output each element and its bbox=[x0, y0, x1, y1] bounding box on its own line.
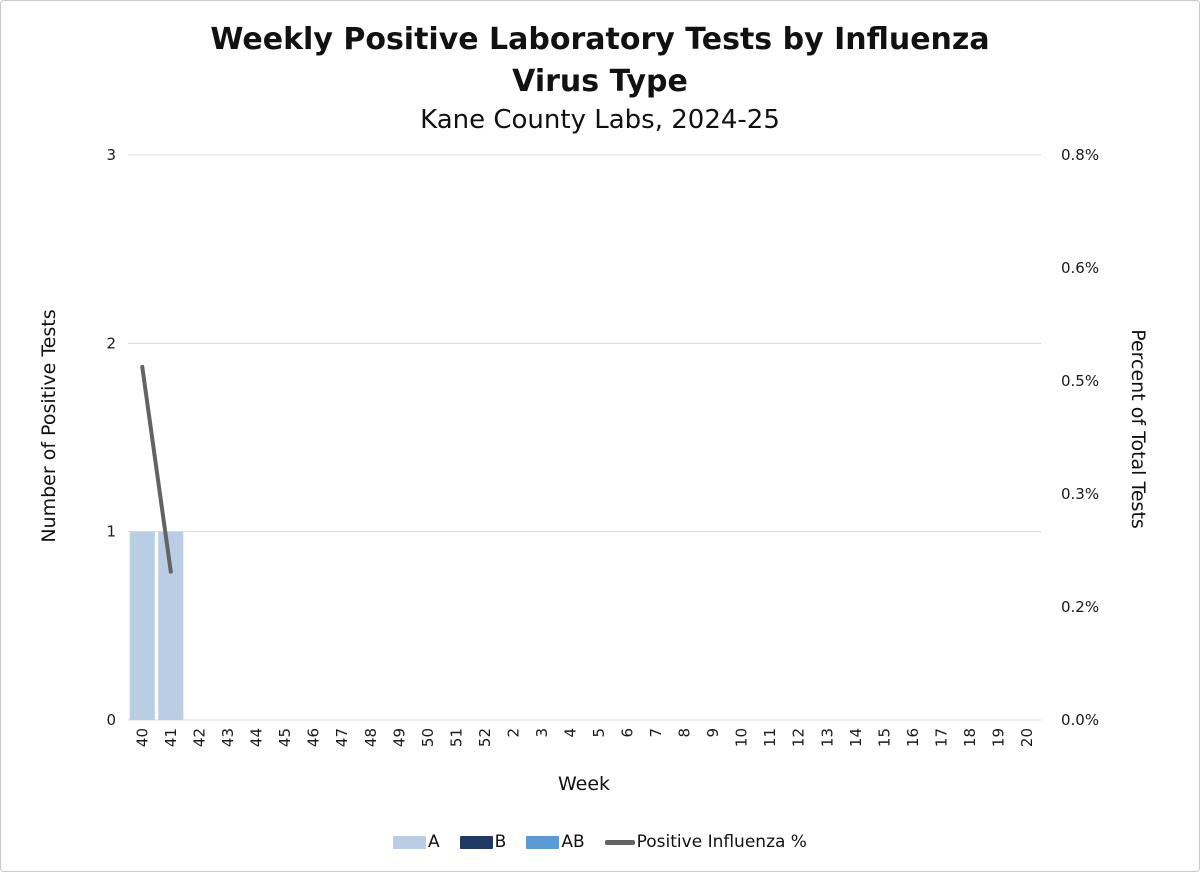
x-axis-tick-label: 12 bbox=[790, 728, 808, 747]
x-axis-tick-label: 43 bbox=[219, 728, 237, 747]
x-axis-tick-label: 19 bbox=[989, 728, 1007, 747]
x-axis-tick-label: 41 bbox=[162, 728, 180, 747]
left-axis-title: Number of Positive Tests bbox=[38, 309, 60, 543]
legend-color-swatch bbox=[526, 835, 560, 849]
left-axis-tick-label: 2 bbox=[106, 334, 116, 352]
x-axis-tick-label: 49 bbox=[390, 728, 408, 747]
x-axis-tick-label: 5 bbox=[590, 728, 608, 738]
right-axis-tick-label: 0.6% bbox=[1061, 259, 1099, 277]
x-axis-tick-label: 3 bbox=[533, 728, 551, 738]
left-axis-tick-label: 3 bbox=[106, 146, 116, 164]
legend-item-b: B bbox=[459, 832, 507, 852]
x-axis-tick-label: 16 bbox=[904, 728, 922, 747]
x-axis-tick-label: 6 bbox=[619, 728, 637, 738]
legend-label: B bbox=[494, 832, 507, 852]
chart-legend: A B AB Positive Influenza % bbox=[1, 832, 1199, 852]
x-axis-tick-label: 4 bbox=[561, 728, 579, 738]
x-axis-tick-label: 10 bbox=[733, 728, 751, 747]
x-axis-tick-label: 17 bbox=[932, 728, 950, 747]
x-axis-tick-label: 8 bbox=[676, 728, 694, 738]
legend-color-swatch bbox=[459, 835, 493, 849]
x-axis-tick-label: 47 bbox=[333, 728, 351, 747]
x-axis-tick-label: 51 bbox=[447, 728, 465, 747]
x-axis-tick-label: 20 bbox=[1018, 728, 1036, 747]
right-axis-tick-label: 0.5% bbox=[1061, 372, 1099, 390]
x-axis-tick-label: 7 bbox=[647, 728, 665, 738]
right-axis-tick-label: 0.3% bbox=[1061, 485, 1099, 503]
line-positive-influenza-pct bbox=[140, 364, 173, 574]
legend-item-positive-influenza-: Positive Influenza % bbox=[604, 832, 807, 852]
x-axis-tick-label: 13 bbox=[818, 728, 836, 747]
x-axis-tick-label: 44 bbox=[248, 728, 266, 747]
legend-label: Positive Influenza % bbox=[636, 832, 807, 852]
x-axis-tick-label: 46 bbox=[305, 728, 323, 747]
x-axis-tick-label: 50 bbox=[419, 728, 437, 747]
legend-line-swatch bbox=[604, 839, 635, 845]
x-axis-tick-label: 42 bbox=[191, 728, 209, 747]
legend-item-a: A bbox=[393, 832, 440, 852]
legend-label: AB bbox=[561, 832, 585, 852]
x-axis-tick-label: 11 bbox=[761, 728, 779, 747]
legend-color-swatch bbox=[393, 835, 427, 849]
x-axis-tick-label: 52 bbox=[476, 728, 494, 747]
chart-subtitle: Kane County Labs, 2024-25 bbox=[420, 105, 780, 135]
x-axis-tick-label: 40 bbox=[134, 728, 152, 747]
right-axis-tick-label: 0.8% bbox=[1061, 146, 1099, 164]
right-axis-tick-label: 0.2% bbox=[1061, 598, 1099, 616]
x-axis-tick-label: 15 bbox=[875, 728, 893, 747]
left-axis-tick-label: 1 bbox=[106, 523, 116, 541]
chart-title-line1: Weekly Positive Laboratory Tests by Infl… bbox=[210, 22, 990, 57]
legend-item-ab: AB bbox=[526, 832, 585, 852]
right-axis-title: Percent of Total Tests bbox=[1127, 329, 1149, 529]
left-axis-tick-label: 0 bbox=[106, 711, 116, 729]
x-axis-tick-label: 9 bbox=[704, 728, 722, 738]
x-axis-tick-label: 45 bbox=[276, 728, 294, 747]
right-axis-tick-label: 0.0% bbox=[1061, 711, 1099, 729]
legend-label: A bbox=[428, 832, 440, 852]
x-axis-title: Week bbox=[557, 773, 611, 795]
chart-title-line2: Virus Type bbox=[512, 64, 688, 99]
x-axis-tick-label: 48 bbox=[362, 728, 380, 747]
bar-a bbox=[129, 531, 155, 720]
x-axis-tick-label: 2 bbox=[504, 728, 522, 738]
x-axis-tick-label: 18 bbox=[961, 728, 979, 747]
x-axis-tick-label: 14 bbox=[847, 728, 865, 747]
